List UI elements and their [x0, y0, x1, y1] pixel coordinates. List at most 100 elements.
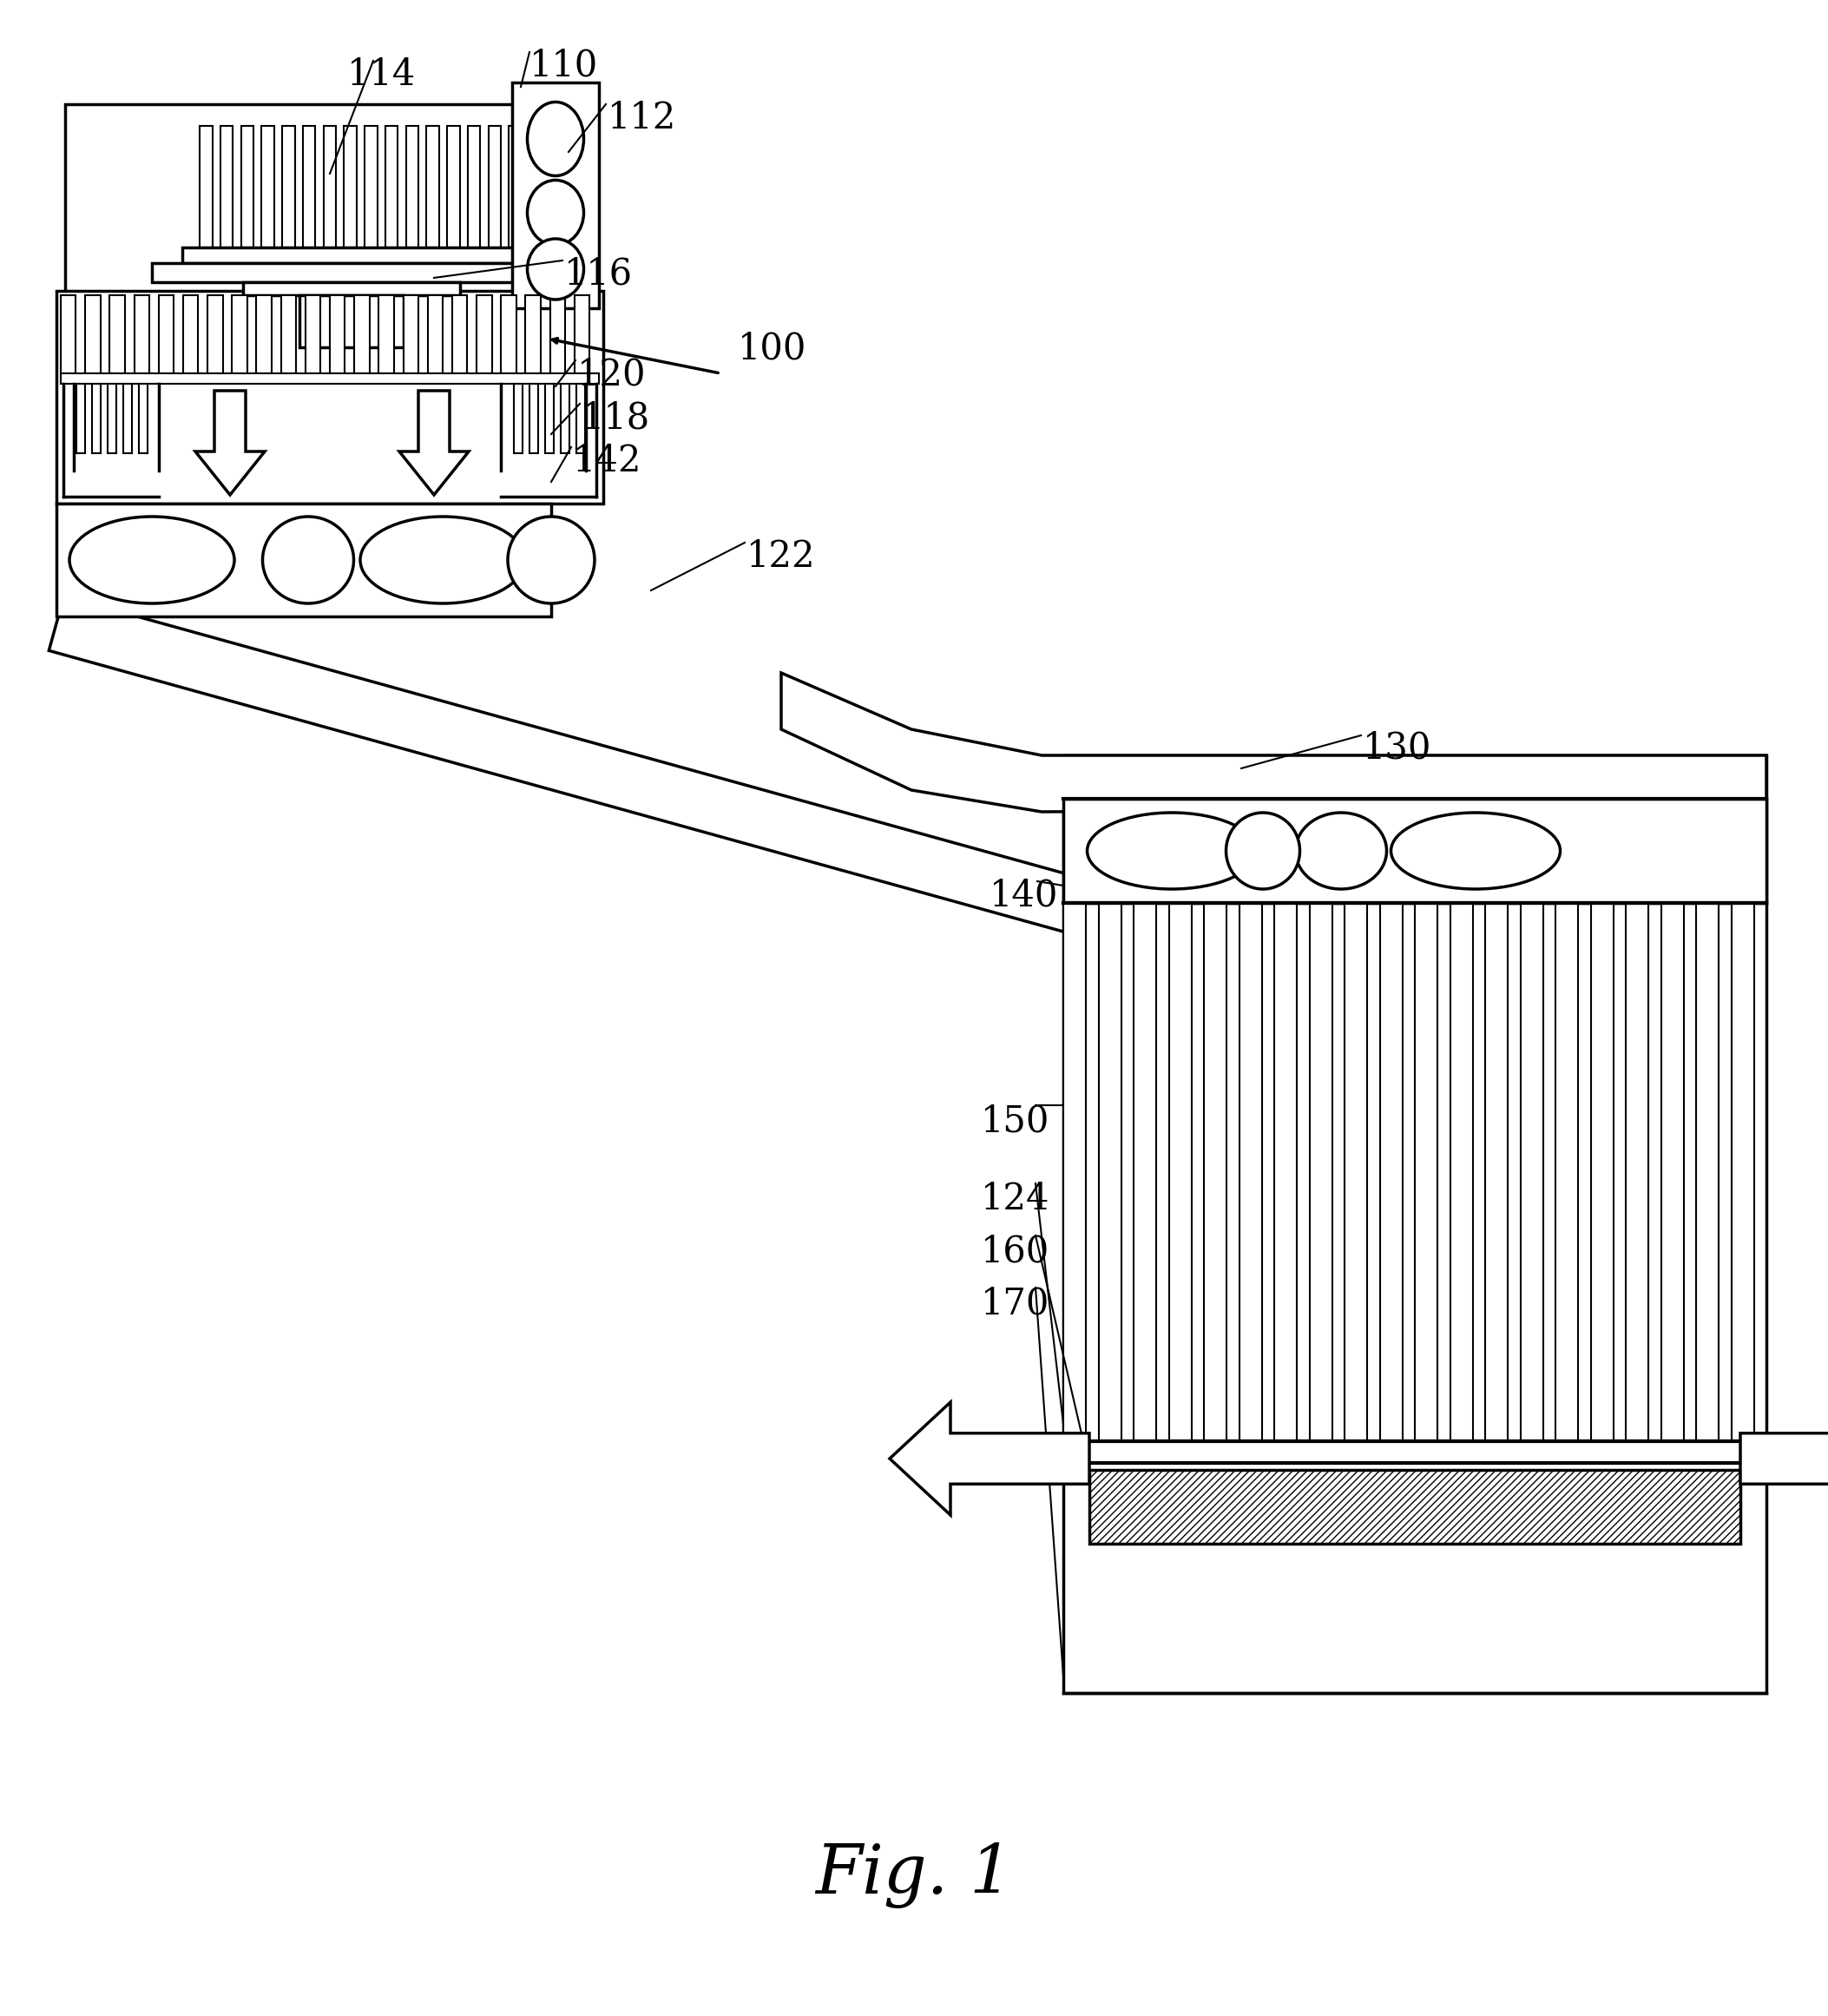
Bar [303, 125, 316, 248]
Bar [282, 294, 296, 373]
Bar [576, 383, 585, 454]
Bar [1450, 903, 1473, 1441]
Bar [1345, 903, 1367, 1441]
Bar [1415, 903, 1437, 1441]
Bar [91, 383, 101, 454]
Bar [545, 383, 554, 454]
Bar [448, 125, 461, 248]
Bar [219, 125, 232, 248]
Text: 150: 150 [982, 1103, 1049, 1139]
Text: 160: 160 [982, 1234, 1049, 1270]
Bar [452, 294, 468, 373]
Bar [1205, 903, 1227, 1441]
Polygon shape [399, 391, 468, 494]
Bar [86, 294, 101, 373]
Bar [1309, 903, 1333, 1441]
Bar [282, 125, 294, 248]
Text: 140: 140 [989, 877, 1058, 913]
Polygon shape [49, 597, 1206, 974]
Bar [574, 294, 590, 373]
Bar [139, 383, 148, 454]
Bar [57, 504, 552, 617]
Bar [261, 125, 274, 248]
Ellipse shape [526, 238, 583, 300]
Bar [468, 125, 481, 248]
Bar [1064, 903, 1086, 1441]
Bar [426, 125, 439, 248]
Bar [324, 125, 336, 248]
Text: 100: 100 [739, 331, 806, 367]
Bar [1662, 903, 1684, 1441]
Text: 120: 120 [578, 357, 647, 393]
Bar [256, 294, 272, 373]
Bar [386, 125, 399, 248]
Bar [305, 294, 320, 373]
Bar [404, 294, 419, 373]
Bar [60, 373, 600, 383]
Bar [329, 294, 345, 373]
Text: 122: 122 [746, 538, 815, 575]
Bar [1239, 903, 1261, 1441]
Bar [199, 125, 212, 248]
Bar [66, 105, 559, 294]
Text: 112: 112 [607, 101, 676, 137]
Bar [152, 262, 552, 282]
Bar [550, 294, 565, 373]
Bar [514, 383, 523, 454]
Text: Fig. 1: Fig. 1 [815, 1843, 1013, 1909]
Text: 130: 130 [1362, 730, 1431, 766]
Bar [1556, 903, 1578, 1441]
Bar [159, 294, 174, 373]
Bar [406, 125, 419, 248]
Text: 118: 118 [581, 399, 651, 435]
Bar [355, 294, 369, 373]
Bar [512, 83, 600, 308]
Bar [300, 294, 404, 347]
Bar [60, 294, 77, 373]
Polygon shape [196, 391, 265, 494]
Ellipse shape [360, 516, 525, 603]
Bar [1274, 903, 1298, 1441]
Ellipse shape [526, 179, 583, 246]
Polygon shape [890, 1403, 1089, 1516]
Ellipse shape [1088, 812, 1256, 889]
Bar [525, 294, 541, 373]
Bar [1521, 903, 1543, 1441]
Text: 170: 170 [982, 1284, 1049, 1320]
Bar [344, 125, 356, 248]
Bar [1625, 903, 1649, 1441]
Bar [108, 383, 117, 454]
Text: 116: 116 [565, 256, 632, 292]
Bar [1089, 1470, 1740, 1544]
Bar [133, 294, 150, 373]
Bar [232, 294, 247, 373]
Ellipse shape [1296, 812, 1387, 889]
Bar [1696, 903, 1718, 1441]
Ellipse shape [508, 516, 594, 603]
Ellipse shape [1227, 812, 1300, 889]
Bar [488, 125, 501, 248]
Bar [241, 125, 254, 248]
Bar [208, 294, 223, 373]
Polygon shape [1740, 1403, 1828, 1516]
Bar [530, 383, 537, 454]
Text: 124: 124 [982, 1181, 1049, 1218]
Polygon shape [781, 673, 1766, 812]
Bar [243, 282, 461, 294]
Bar [1380, 903, 1402, 1441]
Bar [1064, 798, 1766, 903]
Bar [501, 294, 515, 373]
Bar [1099, 903, 1121, 1441]
Bar [508, 125, 521, 248]
Bar [1064, 1441, 1766, 1464]
Ellipse shape [263, 516, 353, 603]
Bar [1133, 903, 1157, 1441]
Ellipse shape [1391, 812, 1561, 889]
Bar [1064, 756, 1766, 1693]
Ellipse shape [526, 103, 583, 175]
Bar [57, 290, 603, 504]
Bar [1590, 903, 1614, 1441]
Bar [428, 294, 442, 373]
Bar [364, 125, 377, 248]
Bar [1731, 903, 1755, 1441]
